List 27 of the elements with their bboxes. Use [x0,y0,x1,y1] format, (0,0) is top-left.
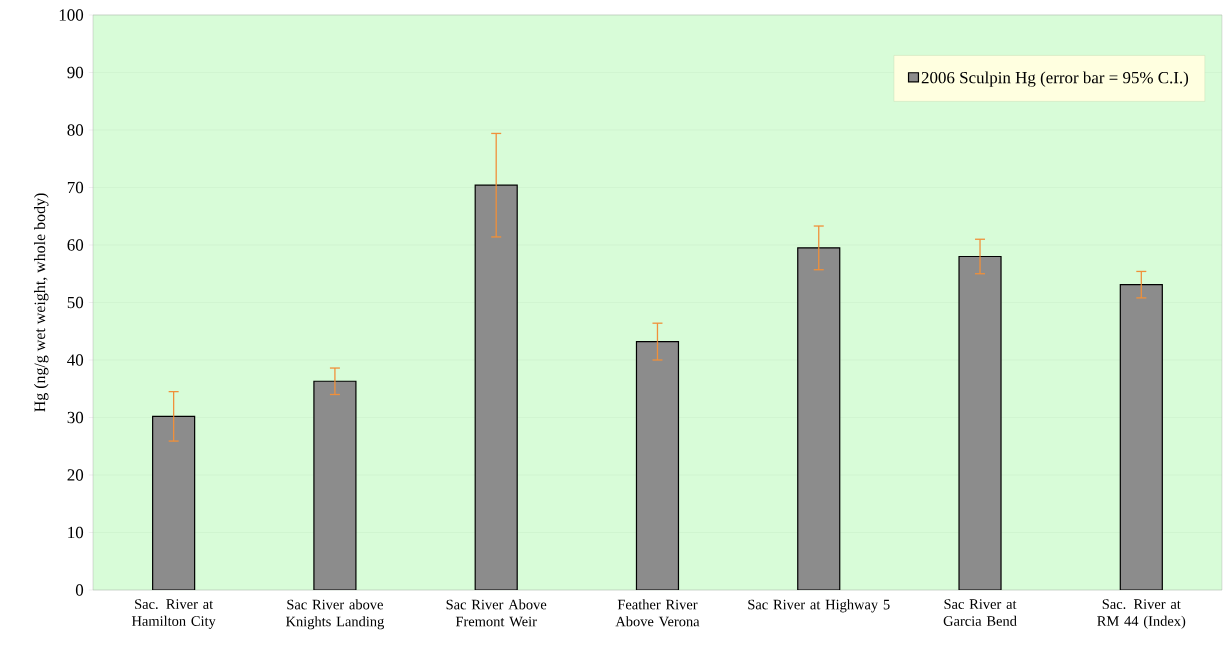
y-axis-title: Hg (ng/g wet weight, whole body) [34,193,49,412]
x-tick-label: Sac River Above Fremont Weir [446,599,547,627]
bar [797,247,841,590]
y-tick-label: 0 [75,584,84,596]
x-tick-label: Sac River at Highway 5 [748,599,890,613]
y-tick-label: 10 [68,526,84,539]
bar [958,255,1002,590]
x-tick-label: Sac River at Garcia Bend [943,599,1017,626]
bar [635,341,680,590]
y-tick-label: 80 [67,124,84,136]
y-tick-label: 40 [67,354,84,366]
y-tick-label: 90 [67,66,84,79]
x-tick-label: Feather River Above Verona [615,599,700,627]
y-tick-label: 20 [67,469,84,481]
y-tick-label: 30 [67,411,84,424]
x-tick-label: Sac. River at Hamilton City [131,599,216,629]
bar [1119,284,1163,590]
x-tick-label: Sac River above Knights Landing [285,599,384,630]
bar [152,415,196,590]
bar [474,184,518,590]
y-tick-label: 60 [67,239,84,251]
y-tick-label: 100 [59,9,84,21]
y-tick-label: 50 [67,296,84,309]
legend-label: 2006 Sculpin Hg (error bar = 95% C.I.) [921,71,1189,87]
bar [313,380,357,590]
y-tick-label: 70 [67,181,84,194]
x-tick-label: Sac. River at RM 44 (Index) [1097,599,1186,629]
